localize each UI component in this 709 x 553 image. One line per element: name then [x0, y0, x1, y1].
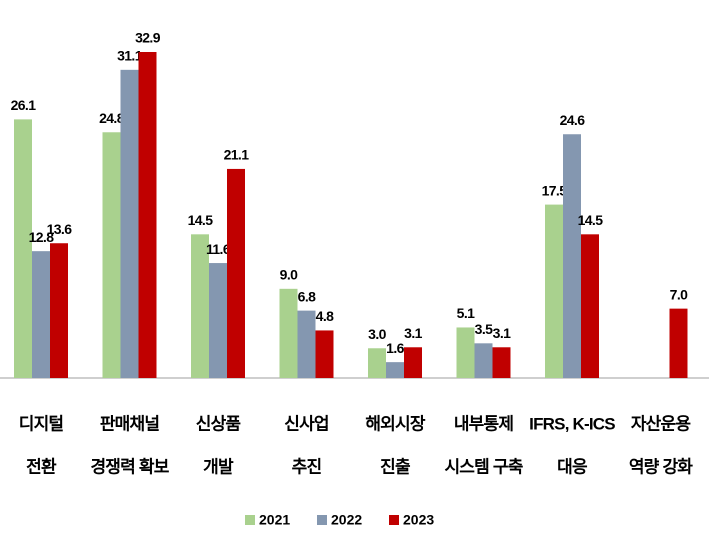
x-tick-label: IFRS, K-ICS [529, 414, 615, 433]
bar [297, 310, 316, 378]
legend-label: 2022 [331, 512, 362, 528]
bar [404, 347, 422, 378]
value-label: 31.1 [117, 48, 143, 64]
value-label: 3.1 [404, 325, 422, 341]
value-label: 14.5 [188, 212, 214, 228]
x-tick-label: 자산운용 [631, 414, 692, 433]
x-tick-label: 대응 [557, 457, 588, 476]
x-tick-label: 해외시장 [365, 414, 426, 433]
value-label: 5.1 [457, 305, 475, 321]
x-tick-label: 내부통제 [454, 414, 514, 433]
value-label: 24.8 [99, 110, 125, 126]
x-tick-label: 신상품 [196, 414, 242, 433]
value-label: 3.5 [475, 321, 493, 337]
value-label: 1.6 [386, 340, 404, 356]
value-label: 4.8 [316, 308, 334, 324]
bar [456, 327, 475, 378]
x-tick-label: 경쟁력 확보 [90, 457, 169, 476]
bar [545, 204, 563, 378]
bar [563, 134, 581, 378]
value-label: 11.6 [206, 241, 231, 257]
x-tick-label: 신사업 [284, 414, 329, 433]
bar [50, 243, 68, 378]
bar [669, 308, 688, 378]
value-label: 14.5 [578, 212, 604, 228]
x-tick-label: 추진 [292, 457, 322, 476]
legend-label: 2023 [403, 512, 434, 528]
x-tick-label: 전환 [26, 457, 57, 476]
value-label: 24.6 [560, 112, 586, 128]
bar [102, 132, 121, 378]
bar [368, 348, 386, 378]
bar [474, 343, 493, 378]
bar [14, 119, 32, 378]
bar [492, 347, 511, 378]
x-tick-label: 시스템 구축 [444, 457, 523, 476]
value-label: 21.1 [224, 147, 250, 163]
bar [120, 69, 139, 378]
legend-label: 2021 [259, 512, 290, 528]
value-label: 26.1 [11, 97, 37, 113]
value-label: 6.8 [298, 288, 316, 304]
bar [227, 168, 245, 378]
x-tick-label: 역량 강화 [629, 457, 693, 476]
bar [209, 263, 227, 378]
value-label: 7.0 [670, 286, 688, 302]
x-tick-label: 진출 [380, 457, 411, 476]
bar [315, 330, 334, 378]
value-label: 17.5 [542, 182, 568, 198]
bar [279, 288, 298, 378]
bar [581, 234, 599, 378]
bar [386, 362, 404, 378]
x-tick-label: 개발 [203, 457, 234, 476]
legend-swatch [389, 515, 399, 525]
value-label: 32.9 [135, 30, 161, 46]
value-label: 3.1 [493, 325, 511, 341]
bar [191, 234, 209, 378]
value-label: 12.8 [29, 229, 55, 245]
bar [138, 52, 157, 378]
value-label: 9.0 [280, 267, 298, 283]
value-label: 3.0 [368, 326, 386, 342]
bar [32, 251, 50, 378]
x-tick-label: 판매채널 [100, 414, 160, 433]
value-label: 13.6 [47, 221, 73, 237]
legend-swatch [245, 515, 255, 525]
x-tick-label: 디지털 [19, 414, 64, 433]
legend-swatch [317, 515, 327, 525]
